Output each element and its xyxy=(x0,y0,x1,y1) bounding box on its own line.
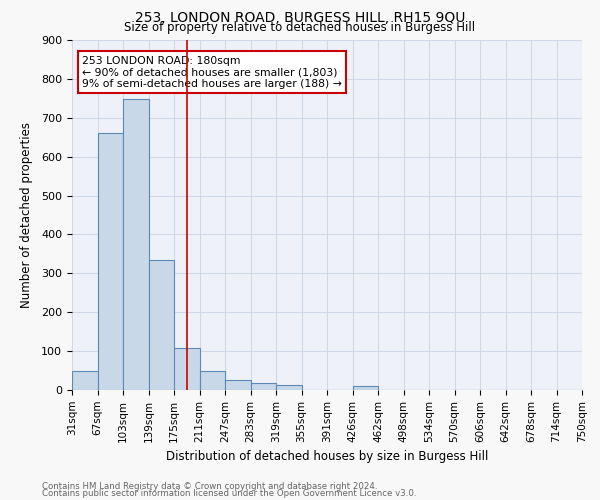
Bar xyxy=(97,134,123,390)
Y-axis label: Number of detached properties: Number of detached properties xyxy=(20,122,33,308)
Bar xyxy=(72,370,97,390)
Bar xyxy=(251,384,276,390)
Text: Size of property relative to detached houses in Burgess Hill: Size of property relative to detached ho… xyxy=(124,22,476,35)
Bar xyxy=(353,386,378,390)
Text: Contains HM Land Registry data © Crown copyright and database right 2024.: Contains HM Land Registry data © Crown c… xyxy=(42,482,377,491)
Text: 253 LONDON ROAD: 180sqm
← 90% of detached houses are smaller (1,803)
9% of semi-: 253 LONDON ROAD: 180sqm ← 90% of detache… xyxy=(82,56,342,89)
Bar xyxy=(276,386,302,390)
Bar xyxy=(174,348,199,390)
Text: 253, LONDON ROAD, BURGESS HILL, RH15 9QU: 253, LONDON ROAD, BURGESS HILL, RH15 9QU xyxy=(135,11,465,25)
Bar xyxy=(149,260,174,390)
Bar xyxy=(123,99,149,390)
X-axis label: Distribution of detached houses by size in Burgess Hill: Distribution of detached houses by size … xyxy=(166,450,488,463)
Bar xyxy=(225,380,251,390)
Bar xyxy=(199,370,225,390)
Text: Contains public sector information licensed under the Open Government Licence v3: Contains public sector information licen… xyxy=(42,489,416,498)
